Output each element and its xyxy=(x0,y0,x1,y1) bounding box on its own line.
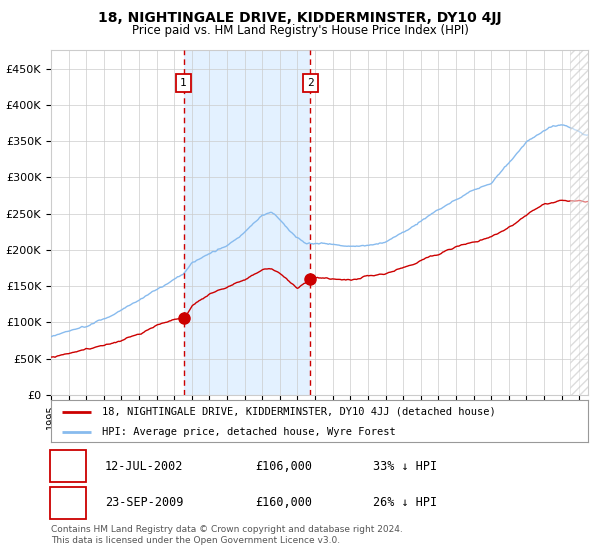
Text: 2: 2 xyxy=(307,78,314,88)
Text: 26% ↓ HPI: 26% ↓ HPI xyxy=(373,496,437,509)
Text: 1: 1 xyxy=(180,78,187,88)
Text: £106,000: £106,000 xyxy=(255,460,312,473)
Text: 23-SEP-2009: 23-SEP-2009 xyxy=(105,496,183,509)
Text: 18, NIGHTINGALE DRIVE, KIDDERMINSTER, DY10 4JJ: 18, NIGHTINGALE DRIVE, KIDDERMINSTER, DY… xyxy=(98,11,502,25)
Text: 2: 2 xyxy=(64,496,72,509)
Bar xyxy=(184,50,310,395)
FancyBboxPatch shape xyxy=(50,450,86,482)
Text: 18, NIGHTINGALE DRIVE, KIDDERMINSTER, DY10 4JJ (detached house): 18, NIGHTINGALE DRIVE, KIDDERMINSTER, DY… xyxy=(102,407,496,417)
Bar xyxy=(571,50,588,395)
Text: 12-JUL-2002: 12-JUL-2002 xyxy=(105,460,183,473)
Text: Contains HM Land Registry data © Crown copyright and database right 2024.: Contains HM Land Registry data © Crown c… xyxy=(51,525,403,534)
Text: £160,000: £160,000 xyxy=(255,496,312,509)
Text: 1: 1 xyxy=(64,460,72,473)
FancyBboxPatch shape xyxy=(50,487,86,519)
Text: Price paid vs. HM Land Registry's House Price Index (HPI): Price paid vs. HM Land Registry's House … xyxy=(131,24,469,36)
Text: HPI: Average price, detached house, Wyre Forest: HPI: Average price, detached house, Wyre… xyxy=(102,427,396,437)
Text: 33% ↓ HPI: 33% ↓ HPI xyxy=(373,460,437,473)
Text: This data is licensed under the Open Government Licence v3.0.: This data is licensed under the Open Gov… xyxy=(51,536,340,545)
